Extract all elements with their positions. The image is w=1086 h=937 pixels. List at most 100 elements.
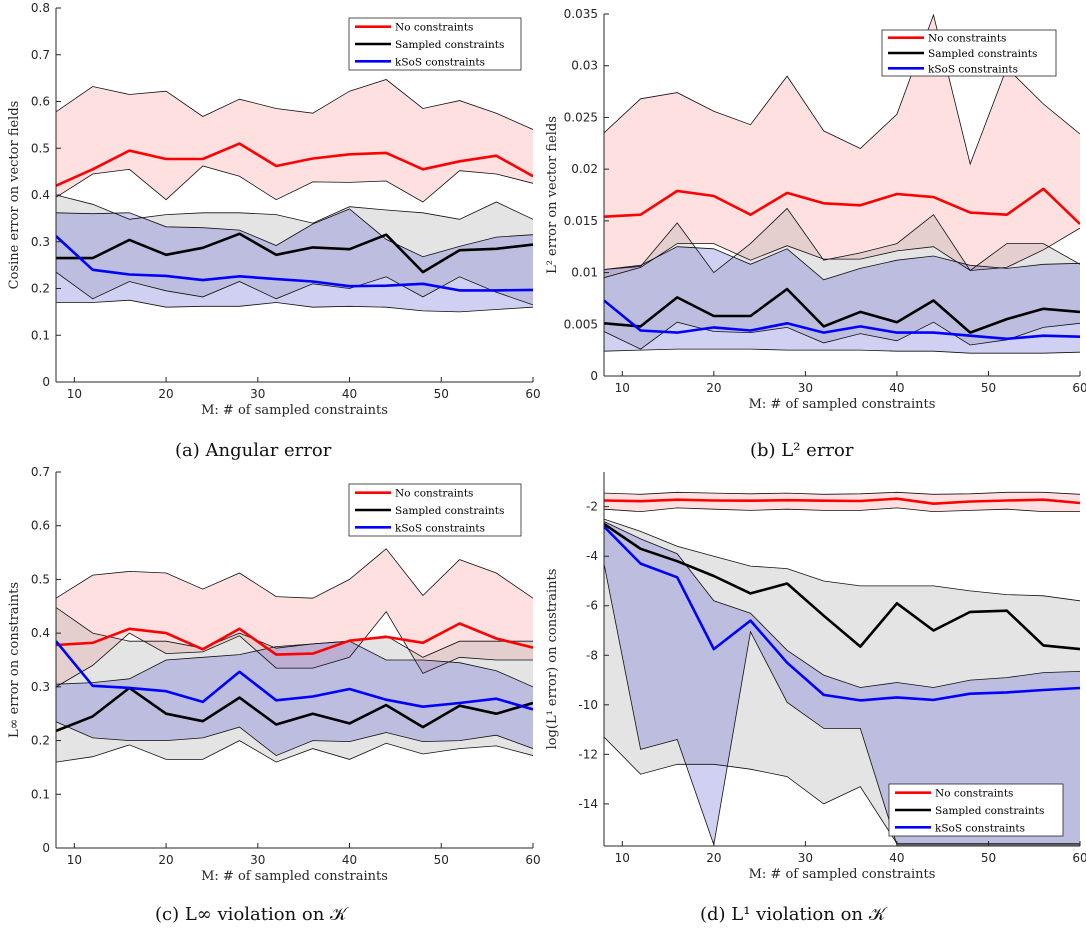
y-tick-label: 0.6 [31, 95, 50, 109]
legend-entry: kSoS constraints [935, 822, 1025, 834]
legend-entry: Sampled constraints [935, 805, 1044, 817]
plot-area [56, 548, 533, 763]
band-edge-upper [604, 521, 1080, 688]
band-edge-upper [604, 491, 1080, 495]
band-1 [56, 79, 533, 202]
legend-entry: kSoS constraints [395, 56, 485, 68]
y-tick-label: -2 [586, 500, 598, 514]
y-tick-label: 0.035 [564, 7, 598, 21]
caption-d: (d) L¹ violation on 𝒦 [700, 904, 886, 925]
plot-area [604, 491, 1080, 846]
y-tick-label: 0.1 [31, 328, 50, 342]
y-tick-label: 0.3 [31, 235, 50, 249]
x-tick-label: 10 [67, 387, 82, 401]
legend-entry: Sampled constraints [928, 48, 1037, 60]
chart-4: 10 20 30 40 50 60 -14 -12 -10 -8 -6 -4 -2 M: # of sam… [545, 472, 1086, 882]
band-edge-lower [56, 165, 533, 203]
x-tick-label: 30 [250, 853, 265, 867]
legend-entry: No constraints [935, 788, 1013, 800]
band-edge-upper [56, 548, 533, 599]
y-tick-label: 0.4 [31, 626, 50, 640]
x-tick-label: 10 [615, 851, 630, 865]
y-tick-label: 0.3 [31, 680, 50, 694]
y-tick-label: -10 [578, 698, 598, 712]
x-tick-label: 20 [706, 381, 721, 395]
y-tick-label: 0.01 [571, 266, 598, 280]
y-axis-label: L² error on vector fields [545, 116, 560, 274]
x-tick-label: 40 [342, 387, 357, 401]
x-tick-label: 40 [889, 381, 904, 395]
band-edge-lower [604, 507, 1080, 513]
y-axis-label: L∞ error on constraints [7, 582, 22, 738]
x-axis-label: M: # of sampled constraints [749, 867, 936, 882]
x-tick-label: 50 [981, 381, 996, 395]
legend-entry: kSoS constraints [395, 522, 485, 534]
series-line-3 [56, 235, 533, 292]
y-tick-label: 0.025 [564, 110, 598, 124]
x-tick-label: 10 [615, 381, 630, 395]
x-tick-label: 60 [1072, 381, 1086, 395]
legend-entry: No constraints [395, 22, 473, 34]
x-tick-label: 40 [342, 853, 357, 867]
series-line-1 [604, 187, 1080, 225]
series-line-1 [604, 497, 1080, 506]
series-line-1 [56, 142, 533, 187]
y-tick-label: 0.015 [564, 214, 598, 228]
legend: No constraints Sampled constraints kSoS co… [888, 783, 1064, 837]
y-tick-label: 0.7 [31, 48, 50, 62]
y-axis-label: Cosine error on vector fields [7, 101, 22, 290]
band-edge-upper [56, 607, 533, 658]
series-line-3 [604, 525, 1080, 702]
x-tick-label: 40 [889, 851, 904, 865]
legend-entry: No constraints [928, 33, 1006, 45]
band-edge-upper [56, 208, 533, 258]
band-edge-lower [56, 611, 533, 688]
x-axis-label: M: # of sampled constraints [201, 403, 388, 418]
chart-3: 10 20 30 40 50 60 0 0.1 0.2 0.3 0.4 0.5 0.6 0.7 M: # o… [7, 465, 541, 884]
y-tick-label: -8 [586, 648, 598, 662]
series-line-2 [56, 232, 533, 274]
legend-entry: No constraints [395, 488, 473, 500]
legend-entry: kSoS constraints [928, 63, 1018, 75]
band-edge-upper [604, 518, 1080, 602]
x-tick-label: 10 [67, 853, 82, 867]
x-tick-label: 50 [434, 387, 449, 401]
x-tick-label: 30 [250, 387, 265, 401]
caption-c: (c) L∞ violation on 𝒦 [155, 904, 347, 925]
plot-area [604, 14, 1080, 354]
x-tick-label: 20 [158, 387, 173, 401]
chart-1: 10 20 30 40 50 60 0 0.1 0.2 0.3 0.4 0.5 0.6 0.7 0.8 M: … [7, 1, 541, 418]
x-tick-label: 20 [158, 853, 173, 867]
series-line-3 [56, 640, 533, 711]
legend-entry: Sampled constraints [395, 505, 504, 517]
x-tick-label: 50 [981, 851, 996, 865]
chart-2: 10 20 30 40 50 60 0 0.005 0.01 0.015 0.02 0.025 0.03… [545, 7, 1086, 412]
band-edge-upper [604, 207, 1080, 274]
band-edge-lower [56, 271, 533, 306]
legend: No constraints Sampled constraints kSoS co… [881, 29, 1057, 77]
y-tick-label: 0.1 [31, 787, 50, 801]
y-tick-label: 0.6 [31, 519, 50, 533]
y-tick-label: 0.5 [31, 572, 50, 586]
y-tick-label: 0.4 [31, 188, 50, 202]
series-line-2 [56, 686, 533, 733]
series-line-2 [604, 522, 1080, 651]
y-tick-label: -12 [578, 747, 598, 761]
series-line-1 [56, 622, 533, 656]
y-tick-label: 0.7 [31, 465, 50, 479]
band-edge-upper [56, 640, 533, 688]
legend: No constraints Sampled constraints kSoS co… [348, 483, 522, 537]
y-tick-label: -4 [586, 549, 598, 563]
band-edge-lower [604, 348, 1080, 354]
band-edge-upper [56, 79, 533, 130]
y-tick-label: 0.005 [564, 317, 598, 331]
y-tick-label: 0 [590, 369, 598, 383]
legend-entry: Sampled constraints [395, 39, 504, 51]
band-edge-upper [56, 194, 533, 224]
y-tick-label: 0.02 [571, 162, 598, 176]
y-tick-label: 0 [42, 375, 50, 389]
x-tick-label: 30 [798, 381, 813, 395]
x-tick-label: 20 [706, 851, 721, 865]
y-tick-label: 0.2 [31, 282, 50, 296]
x-tick-label: 50 [434, 853, 449, 867]
